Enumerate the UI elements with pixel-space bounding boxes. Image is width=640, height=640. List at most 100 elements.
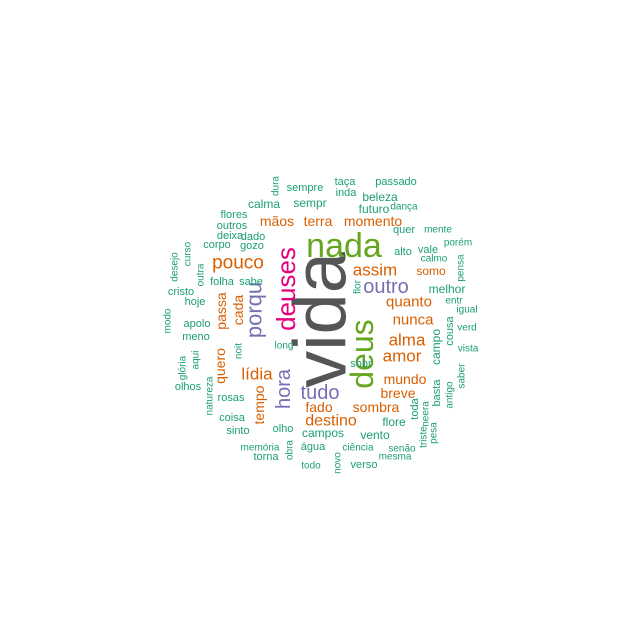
word-corpo: corpo	[203, 239, 231, 251]
word-beleza: beleza	[362, 190, 398, 204]
word-maos: mãos	[260, 213, 294, 229]
word-vista: vista	[458, 344, 479, 355]
word-tudo: tudo	[301, 382, 340, 404]
word-igual: igual	[456, 305, 477, 316]
word-mundo: mundo	[384, 371, 427, 387]
word-olhos: olhos	[175, 381, 202, 393]
word-mente: mente	[424, 225, 452, 236]
word-neera: neera	[421, 401, 432, 427]
word-sobr: sobr	[350, 358, 372, 370]
word-danca: dança	[390, 202, 418, 213]
word-senao: senão	[388, 444, 416, 455]
word-assim: assim	[353, 261, 397, 280]
word-pensa: pensa	[456, 254, 467, 282]
word-vento: vento	[360, 428, 390, 442]
word-cristo: cristo	[168, 286, 194, 298]
word-long: long	[275, 341, 294, 352]
word-outra: outra	[196, 263, 207, 286]
word-porem: porém	[444, 238, 472, 249]
word-calmo: calmo	[421, 254, 448, 265]
word-noit: noit	[234, 343, 245, 359]
word-quero: quero	[212, 348, 228, 384]
word-sempr: sempr	[293, 196, 326, 210]
word-sinto: sinto	[226, 425, 249, 437]
word-porqu: porqu	[242, 282, 267, 338]
word-campo: campo	[429, 329, 443, 365]
word-rosas: rosas	[218, 392, 245, 404]
word-dura: dura	[271, 176, 282, 196]
word-campos: campos	[302, 426, 344, 440]
word-mesma: mesma	[379, 452, 412, 463]
word-inda: inda	[336, 187, 358, 199]
word-hora: hora	[273, 368, 295, 409]
word-outros: outros	[217, 220, 248, 232]
word-futuro: futuro	[359, 202, 390, 216]
word-quanto: quanto	[386, 294, 432, 311]
word-desejo: desejo	[170, 252, 181, 282]
word-modo: modo	[163, 308, 174, 333]
word-amor: amor	[383, 347, 422, 366]
word-triste: triste	[419, 426, 430, 448]
word-sombra: sombra	[353, 399, 400, 415]
word-pouco: pouco	[212, 253, 264, 274]
word-passa: passa	[213, 292, 229, 330]
word-terra: terra	[304, 213, 333, 229]
word-hoje: hoje	[185, 296, 206, 308]
word-tempo: tempo	[251, 385, 267, 424]
word-fado: fado	[305, 399, 332, 415]
word-dado: dado	[241, 231, 265, 243]
word-saber: saber	[457, 363, 468, 389]
word-novo: novo	[333, 452, 344, 474]
word-momento: momento	[344, 213, 403, 229]
word-cousa: cousa	[444, 315, 456, 345]
word-toda: toda	[409, 397, 421, 419]
word-quer: quer	[393, 224, 415, 236]
word-flor: flor	[353, 279, 364, 294]
word-meno: meno	[182, 331, 210, 343]
word-vale: vale	[418, 244, 438, 256]
word-gloria: glória	[178, 355, 189, 380]
word-pesa: pesa	[429, 422, 440, 444]
word-verd: verd	[457, 323, 476, 334]
word-nunca: nunca	[393, 312, 435, 329]
word-torna: torna	[253, 451, 279, 463]
word-deuses: deuses	[271, 247, 301, 331]
word-alto: alto	[394, 246, 412, 258]
word-flores: flores	[221, 209, 248, 221]
word-calma: calma	[248, 197, 280, 211]
word-melhor: melhor	[429, 282, 466, 296]
word-breve: breve	[380, 385, 415, 401]
word-somo: somo	[416, 264, 446, 278]
word-natureza: natureza	[205, 376, 216, 415]
word-taca: taça	[335, 176, 357, 188]
word-memoria: memória	[241, 443, 280, 454]
word-coisa: coisa	[219, 412, 246, 424]
word-flore: flore	[382, 415, 406, 429]
word-folha: folha	[210, 276, 235, 288]
word-olho: olho	[273, 423, 294, 435]
word-gozo: gozo	[240, 240, 264, 252]
word-ciencia: ciência	[342, 443, 374, 454]
word-outro: outro	[363, 276, 409, 298]
word-agua: água	[301, 441, 326, 453]
word-deixa: deixa	[217, 230, 244, 242]
word-aqui: aqui	[191, 351, 202, 370]
word-cada: cada	[230, 295, 246, 326]
word-vida: vida	[279, 251, 362, 388]
word-sempre: sempre	[287, 182, 324, 194]
word-curso: curso	[183, 241, 194, 266]
word-destino: destino	[305, 413, 357, 430]
word-alma: alma	[389, 331, 426, 350]
word-nada: nada	[306, 227, 382, 265]
word-passado: passado	[375, 176, 417, 188]
word-apolo: apolo	[184, 318, 211, 330]
word-lidia: lídia	[241, 365, 273, 384]
word-entr: entr	[445, 296, 463, 307]
word-antigo: antigo	[445, 381, 456, 409]
word-sabe: sabe	[239, 276, 263, 288]
word-deus: deus	[344, 319, 380, 388]
word-verso: verso	[351, 459, 378, 471]
word-basta: basta	[431, 379, 443, 407]
word-obra: obra	[285, 440, 296, 460]
